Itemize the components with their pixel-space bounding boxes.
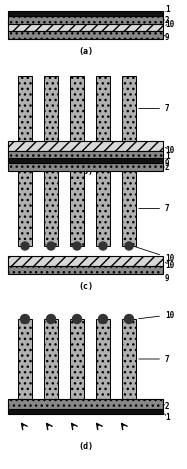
Bar: [8, 409, 163, 414]
Circle shape: [73, 242, 81, 250]
Text: 10: 10: [165, 145, 174, 154]
Text: 1: 1: [165, 5, 170, 14]
Bar: [70, 171, 84, 246]
Text: 10: 10: [139, 310, 174, 319]
Bar: [8, 21, 163, 31]
Bar: [96, 319, 110, 399]
Bar: [8, 266, 163, 274]
Circle shape: [125, 315, 134, 324]
Bar: [8, 31, 163, 39]
Bar: [8, 11, 163, 16]
Circle shape: [73, 315, 82, 324]
Circle shape: [125, 242, 133, 250]
Text: 2: 2: [163, 401, 170, 410]
Text: 7: 7: [139, 355, 170, 363]
Text: 10: 10: [165, 20, 174, 29]
Bar: [8, 256, 163, 266]
Circle shape: [21, 315, 30, 324]
Bar: [96, 171, 110, 246]
Text: 2: 2: [163, 15, 170, 24]
Bar: [44, 319, 58, 399]
Text: 9: 9: [163, 32, 170, 41]
Circle shape: [21, 242, 29, 250]
Text: 10: 10: [165, 260, 174, 270]
Circle shape: [99, 242, 107, 250]
Text: 10: 10: [136, 247, 174, 263]
Bar: [44, 76, 58, 141]
Bar: [122, 171, 136, 246]
Bar: [8, 141, 163, 151]
Circle shape: [99, 315, 108, 324]
Text: (d): (d): [78, 442, 93, 451]
Text: 2: 2: [163, 162, 170, 172]
Bar: [70, 76, 84, 141]
Text: 7: 7: [139, 104, 170, 113]
Text: (a): (a): [78, 47, 93, 56]
Circle shape: [47, 242, 55, 250]
Circle shape: [47, 315, 56, 324]
Bar: [8, 158, 163, 163]
Bar: [122, 319, 136, 399]
Bar: [44, 171, 58, 246]
Bar: [70, 319, 84, 399]
Bar: [18, 171, 32, 246]
Bar: [96, 76, 110, 141]
Bar: [122, 76, 136, 141]
Bar: [8, 399, 163, 409]
Text: 1: 1: [165, 152, 170, 161]
Bar: [18, 319, 32, 399]
Text: (b): (b): [78, 167, 93, 176]
Text: 9: 9: [163, 270, 170, 282]
Text: 1: 1: [165, 413, 170, 422]
Text: (c): (c): [78, 282, 93, 291]
Text: 7: 7: [139, 204, 170, 213]
Bar: [18, 76, 32, 141]
Bar: [8, 163, 163, 171]
Text: 9: 9: [163, 155, 170, 167]
Bar: [8, 16, 163, 24]
Bar: [8, 151, 163, 159]
